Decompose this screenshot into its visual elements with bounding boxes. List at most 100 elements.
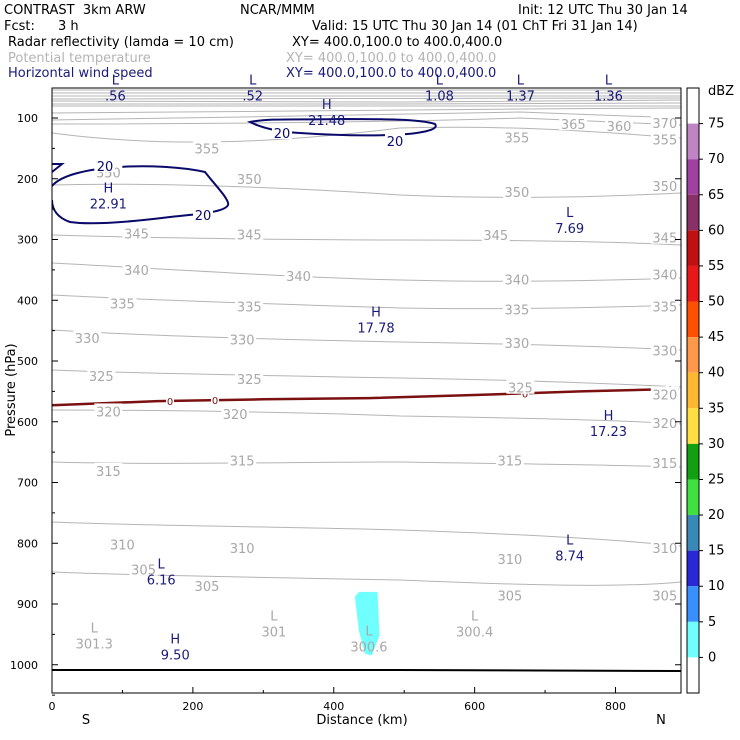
theta-label: 310 xyxy=(497,553,522,568)
theta-label: 335 xyxy=(237,300,262,315)
freezing-label-bg xyxy=(211,395,219,406)
theta-label: 365 xyxy=(561,118,586,133)
wind-extremum-value: 1.08 xyxy=(425,89,454,104)
theta-label-bg xyxy=(108,295,137,310)
wind-extremum-kind: H xyxy=(103,182,113,197)
colorbar-level-label: 20 xyxy=(708,508,725,523)
field-name-theta: Potential temperature xyxy=(8,51,151,66)
theta-label-bg xyxy=(559,116,588,131)
wind-contour-label-bg xyxy=(95,158,115,172)
theta-isentrope-line xyxy=(52,111,681,121)
y-tick-label: 700 xyxy=(17,477,38,490)
reflectivity-field xyxy=(354,591,380,656)
wind-contour-label-bg xyxy=(193,207,213,221)
theta-label: 320 xyxy=(96,405,121,420)
plot-frame xyxy=(51,87,682,694)
theta-label-bg xyxy=(650,540,679,555)
colorbar-level-label: 75 xyxy=(708,117,725,132)
theta-isentrope-line xyxy=(52,369,681,388)
colorbar-level-label: 25 xyxy=(708,472,725,487)
freezing-level-line xyxy=(52,387,679,407)
field-xy-reflectivity: XY= 400.0,100.0 to 400.0,400.0 xyxy=(292,35,503,50)
wind-extremum-value: .56 xyxy=(105,89,126,104)
wind-extremum-kind: L xyxy=(158,558,166,573)
colorbar-level-label: 60 xyxy=(708,223,725,238)
wind-extremum-kind: H xyxy=(371,306,381,321)
theta-isentrope-line xyxy=(52,294,681,310)
theta-label-bg xyxy=(495,587,524,602)
theta-extremum-value: 301.3 xyxy=(76,637,113,652)
colorbar-segment xyxy=(687,550,699,587)
theta-label-bg xyxy=(650,414,679,429)
theta-extremum-value: 301 xyxy=(261,625,286,640)
theta-isentrope-line xyxy=(52,461,681,468)
theta-label: 345 xyxy=(237,229,262,244)
theta-label-bg xyxy=(650,342,679,357)
wind-extremum-value: 21.48 xyxy=(308,114,345,129)
theta-label: 310 xyxy=(230,542,255,557)
theta-label-bg xyxy=(192,577,221,592)
colorbar-segment xyxy=(687,408,699,444)
wind-extremum-value: 17.78 xyxy=(357,322,394,337)
init-time: Init: 12 UTC Thu 30 Jan 14 xyxy=(518,3,688,18)
y-tick-label: 900 xyxy=(17,598,38,611)
south-label: S xyxy=(82,713,90,728)
theta-label: 340 xyxy=(504,274,529,289)
theta-label-bg xyxy=(502,334,531,349)
colorbar-segment xyxy=(687,123,699,160)
model-title: CONTRAST 3km ARW xyxy=(4,3,146,18)
theta-label: 305 xyxy=(131,563,156,578)
theta-label: 335 xyxy=(504,303,529,318)
colorbar-level-label: 45 xyxy=(708,330,725,345)
forecast-hours: 3 h xyxy=(58,19,79,34)
theta-label: 360 xyxy=(607,120,632,135)
theta-label-bg xyxy=(502,184,531,199)
colorbar-segment xyxy=(687,621,699,658)
theta-label-bg xyxy=(650,587,679,602)
theta-label-bg xyxy=(87,368,116,383)
theta-label: 315 xyxy=(497,455,522,470)
x-tick-label: 400 xyxy=(323,700,344,713)
theta-label-bg xyxy=(650,266,679,281)
theta-label: 350 xyxy=(237,173,262,188)
theta-label-bg xyxy=(650,229,679,244)
theta-extremum-kind: L xyxy=(365,624,373,639)
field-name-reflectivity: Radar reflectivity (lamda = 10 cm) xyxy=(8,35,234,50)
colorbar-unit: dBZ xyxy=(708,84,734,99)
colorbar-segment xyxy=(687,372,699,409)
y-tick-label: 200 xyxy=(17,173,38,186)
colorbar-level-label: 5 xyxy=(708,615,716,630)
theta-isentrope-line xyxy=(52,102,681,105)
theta-label-bg xyxy=(650,298,679,313)
theta-isentrope-line xyxy=(52,126,681,143)
wind-extremum-value: 1.37 xyxy=(506,89,535,104)
wind-extremum-kind: L xyxy=(566,206,574,221)
theta-isentrope-line xyxy=(52,183,681,198)
theta-label: 340 xyxy=(124,264,149,279)
wind-extremum-value: 17.23 xyxy=(590,425,627,440)
theta-label: 325 xyxy=(508,382,533,397)
colorbar-segment xyxy=(687,443,699,480)
colorbar-segment xyxy=(687,230,699,266)
theta-label: 320 xyxy=(652,417,677,432)
theta-isentrope-line xyxy=(52,409,681,425)
colorbar-segment xyxy=(687,657,699,693)
wind-extremum-kind: L xyxy=(605,73,613,88)
wind-extremum-value: 8.74 xyxy=(555,549,584,564)
theta-label: 345 xyxy=(124,227,149,242)
theta-label-bg xyxy=(228,452,257,467)
theta-label: 315 xyxy=(96,465,121,480)
theta-isentrope-line xyxy=(52,107,681,114)
wind-extremum-kind: L xyxy=(112,73,120,88)
colorbar-segment xyxy=(687,265,699,302)
theta-label: 320 xyxy=(223,408,248,423)
theta-label: 315 xyxy=(230,455,255,470)
freezing-label-bg xyxy=(166,395,174,406)
colorbar-level-label: 15 xyxy=(708,544,725,559)
theta-isentrope-line xyxy=(52,521,681,547)
theta-label: 325 xyxy=(237,373,262,388)
theta-label-bg xyxy=(108,536,137,551)
wind-extremum-kind: L xyxy=(517,73,525,88)
x-tick-label: 600 xyxy=(464,700,485,713)
